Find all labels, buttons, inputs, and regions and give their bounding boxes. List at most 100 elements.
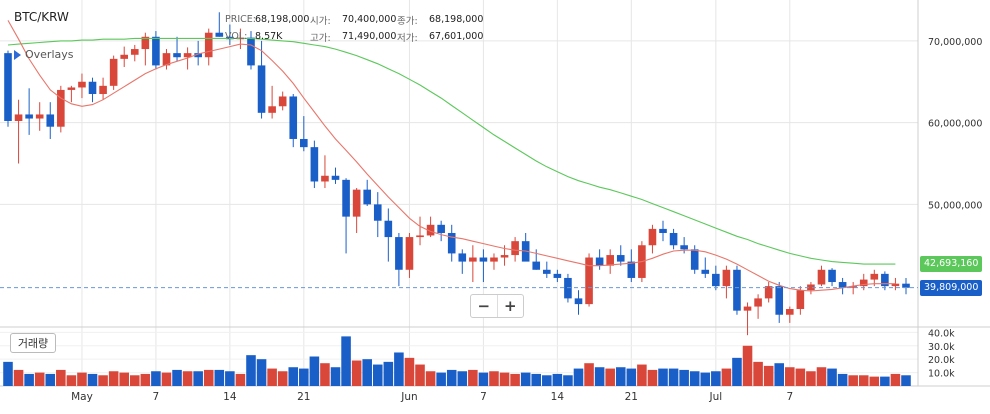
- candle-body: [479, 257, 488, 262]
- candle-body: [469, 257, 477, 262]
- volume-bar: [869, 376, 880, 386]
- candle-body: [849, 286, 857, 288]
- volume-bar: [584, 363, 594, 386]
- candle-body: [278, 96, 287, 107]
- candle-body: [141, 36, 150, 50]
- price-value: 68,198,000: [255, 14, 310, 25]
- volume-bar: [478, 372, 489, 386]
- volume-bar: [140, 373, 151, 386]
- volume-bar: [394, 352, 404, 386]
- candle-body: [648, 228, 657, 246]
- volume-bar: [299, 368, 309, 386]
- x-tick-label: 14: [551, 391, 565, 403]
- volume-bar: [700, 372, 711, 386]
- candle-body: [659, 228, 667, 233]
- volume-tick-label: 20.0k: [928, 355, 955, 366]
- volume-tick-label: 10.0k: [928, 369, 955, 380]
- zoom-out-button[interactable]: −: [471, 295, 498, 317]
- volume-bar: [436, 372, 446, 386]
- volume-bar: [594, 367, 605, 386]
- candle-body: [712, 273, 720, 287]
- volume-bar: [679, 369, 689, 386]
- volume-bar: [742, 345, 753, 386]
- volume-bar: [246, 355, 256, 386]
- open-value: 70,400,000: [342, 14, 397, 25]
- volume-bar: [901, 375, 911, 386]
- candle-body: [183, 53, 192, 58]
- candle-body: [363, 189, 372, 205]
- volume-bar: [425, 371, 436, 386]
- close-label: 종가:: [397, 15, 418, 27]
- candle-body: [828, 269, 836, 283]
- volume-bar: [24, 373, 34, 386]
- candle-body: [532, 261, 541, 270]
- volume-bar: [203, 369, 214, 386]
- candle-body: [870, 273, 879, 280]
- candle-body: [891, 283, 900, 287]
- candle-body: [99, 85, 107, 95]
- candle-body: [310, 147, 319, 182]
- y-tick-label: 60,000,000: [928, 119, 982, 130]
- volume-bar: [858, 375, 869, 386]
- low-value: 67,601,000: [429, 31, 484, 42]
- volume-bar: [13, 369, 24, 386]
- volume-bar: [827, 368, 837, 386]
- volume-bar: [87, 373, 98, 386]
- candle-body: [838, 282, 847, 288]
- volume-bar: [288, 367, 299, 386]
- ohlc-info-panel: PRICE: 68,198,000 시가: 70,400,000 종가: 68,…: [225, 11, 484, 45]
- candle-body: [447, 232, 456, 254]
- x-tick-label: 7: [786, 391, 793, 403]
- candle-body: [25, 114, 33, 119]
- candle-body: [817, 269, 826, 285]
- volume-bar: [468, 369, 478, 386]
- candle-body: [204, 32, 213, 58]
- candle-body: [88, 81, 97, 95]
- candle-body: [585, 257, 593, 305]
- candle-body: [542, 269, 551, 274]
- zoom-in-button[interactable]: +: [503, 297, 517, 315]
- candle-body: [405, 237, 414, 270]
- candle-body: [627, 261, 636, 278]
- x-tick-label: 14: [223, 391, 237, 403]
- candle-body: [257, 65, 266, 113]
- volume-bar: [446, 369, 457, 386]
- volume-bar: [267, 368, 277, 386]
- volume-bar: [510, 373, 520, 386]
- candle-body: [881, 273, 889, 287]
- x-tick-label: May: [71, 391, 93, 403]
- candle-body: [46, 114, 55, 127]
- candle-body: [669, 232, 678, 246]
- candle-body: [416, 235, 424, 238]
- candle-body: [173, 53, 181, 58]
- y-tick-label: 50,000,000: [928, 200, 982, 211]
- volume-bar: [108, 371, 119, 386]
- volume-bar: [806, 371, 816, 386]
- play-triangle-icon: [14, 49, 21, 60]
- volume-bar: [890, 373, 901, 386]
- candle-body: [764, 286, 773, 299]
- candle-body: [606, 255, 614, 266]
- volume-bar: [351, 360, 362, 386]
- candle-body: [67, 87, 76, 90]
- candle-body: [300, 138, 308, 148]
- candle-body: [733, 269, 741, 311]
- candle-body: [247, 37, 255, 66]
- candle-body: [616, 255, 625, 262]
- overlays-toggle[interactable]: Overlays: [14, 48, 74, 61]
- volume-bar: [415, 364, 425, 386]
- candle-body: [352, 189, 361, 217]
- candle-body: [373, 204, 382, 221]
- candle-body: [215, 32, 224, 37]
- candle-body: [859, 279, 868, 287]
- volume-bar: [615, 367, 626, 386]
- candle-body: [289, 96, 298, 139]
- volume-bar: [531, 373, 542, 386]
- candle-body: [595, 257, 604, 266]
- volume-bar: [129, 375, 140, 386]
- x-tick-label: 21: [297, 391, 310, 403]
- volume-bar: [626, 368, 637, 386]
- candle-body: [437, 224, 445, 233]
- candle-body: [57, 89, 65, 127]
